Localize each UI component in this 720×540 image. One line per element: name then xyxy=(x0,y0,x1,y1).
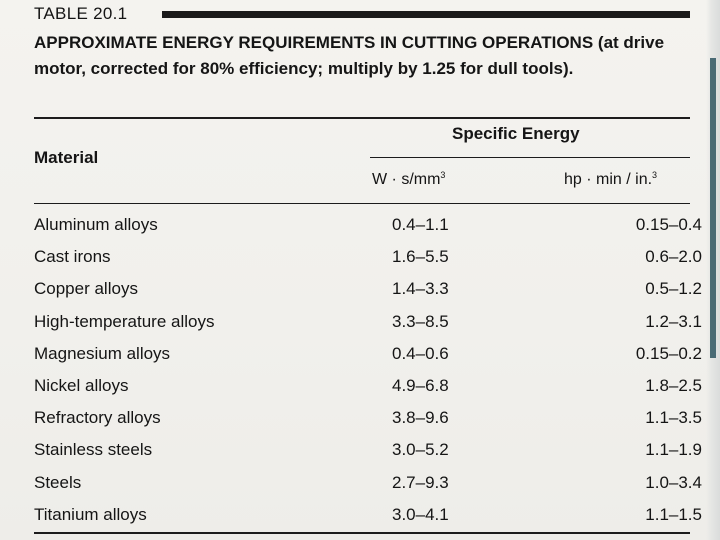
caption-note: (at drive motor, corrected for 80% effic… xyxy=(34,33,665,78)
table-row: Aluminum alloys 0.4–1.1 0.15–0.4 xyxy=(34,215,702,247)
table-number: TABLE 20.1 xyxy=(34,4,128,23)
table-row: High-temperature alloys 3.3–8.5 1.2–3.1 xyxy=(34,311,702,344)
cell-material: Magnesium alloys xyxy=(34,343,171,363)
side-tab xyxy=(710,58,716,358)
header-bottom-rule xyxy=(34,203,690,204)
table-row: Copper alloys 1.4–3.3 0.5–1.2 xyxy=(34,279,702,311)
table-row: Stainless steels 3.0–5.2 1.1–1.9 xyxy=(34,440,702,472)
table-row: Nickel alloys 4.9–6.8 1.8–2.5 xyxy=(34,375,702,408)
table-top-rule xyxy=(34,117,690,119)
cell-material: Cast irons xyxy=(34,247,111,267)
table-row: Magnesium alloys 0.4–0.6 0.15–0.2 xyxy=(34,343,702,376)
cell-us: 0.15–0.4 xyxy=(635,215,702,234)
header-us-unit-text: hp · min / in. xyxy=(564,171,653,188)
cell-us: 0.6–2.0 xyxy=(645,247,702,267)
table-body: Aluminum alloys 0.4–1.1 0.15–0.4 Cast ir… xyxy=(34,215,702,537)
table-row: Titanium alloys 3.0–4.1 1.1–1.5 xyxy=(34,504,702,537)
cell-material: Nickel alloys xyxy=(34,375,129,395)
cell-us: 1.1–1.9 xyxy=(645,440,702,460)
header-group-rule xyxy=(370,157,690,158)
cell-material: High-temperature alloys xyxy=(34,311,215,331)
cell-us: 1.0–3.4 xyxy=(645,472,702,492)
cell-si: 4.9–6.8 xyxy=(392,375,449,395)
header-specific-energy: Specific Energy xyxy=(452,124,580,143)
header-us-unit: hp · min / in.3 xyxy=(564,170,657,189)
cell-si: 2.7–9.3 xyxy=(392,472,449,492)
cell-material: Refractory alloys xyxy=(34,408,161,428)
cell-si: 0.4–1.1 xyxy=(392,215,449,234)
cell-us: 0.15–0.2 xyxy=(635,343,702,363)
caption-title: APPROXIMATE ENERGY REQUIREMENTS IN CUTTI… xyxy=(34,33,594,52)
cell-si: 1.6–5.5 xyxy=(392,247,449,267)
cell-us: 0.5–1.2 xyxy=(645,279,702,299)
header-si-unit-text: W · s/mm xyxy=(372,171,441,188)
header-material: Material xyxy=(34,148,99,167)
cell-material: Steels xyxy=(34,472,82,492)
cell-material: Aluminum alloys xyxy=(34,215,158,234)
cell-us: 1.1–1.5 xyxy=(645,504,702,524)
cell-us: 1.2–3.1 xyxy=(645,311,702,331)
cell-material: Titanium alloys xyxy=(34,504,147,524)
header-si-unit-exp: 3 xyxy=(440,170,446,180)
cell-si: 3.0–4.1 xyxy=(392,504,449,524)
table-row: Steels 2.7–9.3 1.0–3.4 xyxy=(34,472,702,505)
cell-si: 3.0–5.2 xyxy=(392,440,449,460)
cell-si: 0.4–0.6 xyxy=(392,343,449,363)
cell-material: Copper alloys xyxy=(34,279,138,299)
table-bottom-rule xyxy=(34,532,690,534)
header-us-unit-exp: 3 xyxy=(652,170,658,180)
title-rule xyxy=(162,11,690,18)
table-caption: APPROXIMATE ENERGY REQUIREMENTS IN CUTTI… xyxy=(34,30,674,82)
cell-material: Stainless steels xyxy=(34,440,153,460)
cell-si: 3.8–9.6 xyxy=(392,408,449,428)
cell-us: 1.8–2.5 xyxy=(645,375,702,395)
header-si-unit: W · s/mm3 xyxy=(372,170,445,189)
cell-si: 1.4–3.3 xyxy=(392,279,449,299)
table-row: Cast irons 1.6–5.5 0.6–2.0 xyxy=(34,247,702,279)
cell-us: 1.1–3.5 xyxy=(645,408,702,428)
cell-si: 3.3–8.5 xyxy=(392,311,449,331)
table-row: Refractory alloys 3.8–9.6 1.1–3.5 xyxy=(34,408,702,440)
